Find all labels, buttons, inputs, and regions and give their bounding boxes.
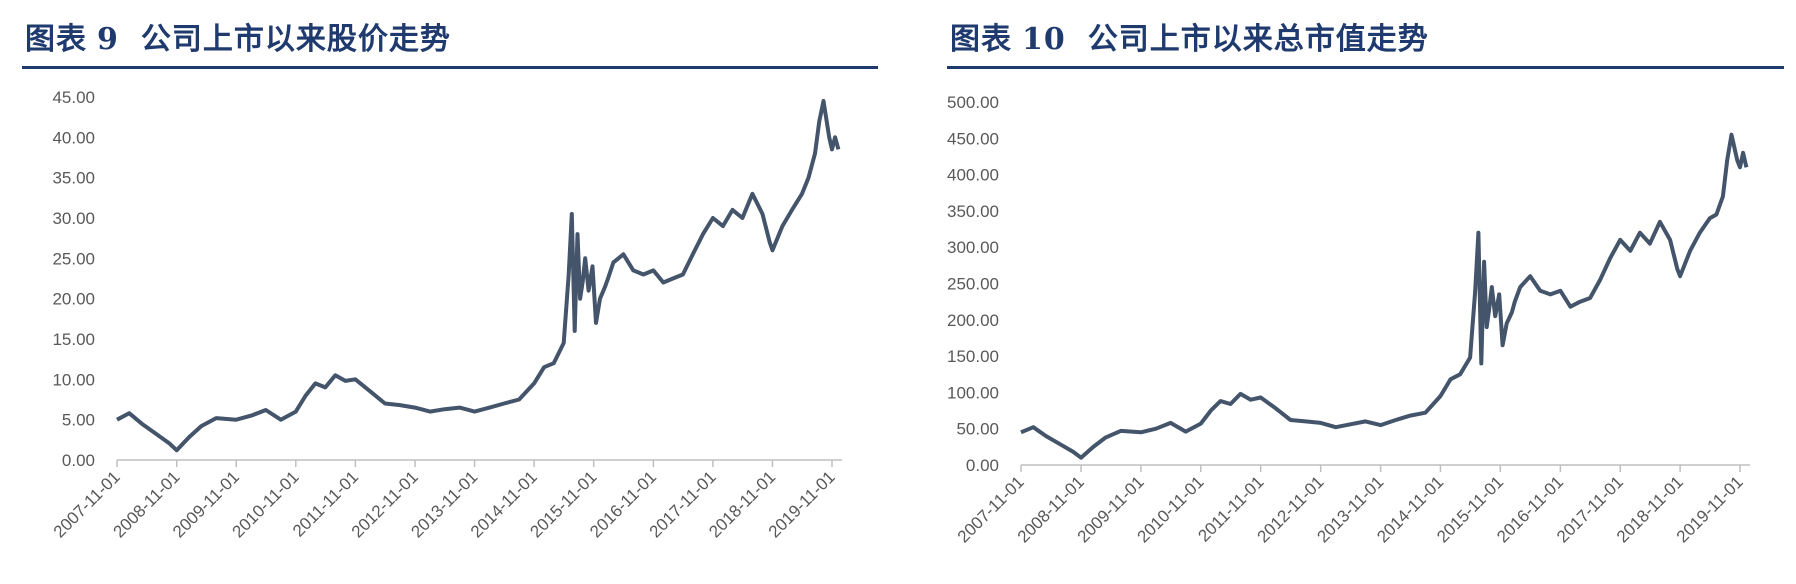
figure-label: 图表 bbox=[950, 22, 1012, 57]
figure-label: 图表 bbox=[25, 22, 87, 57]
title-underline bbox=[22, 66, 878, 69]
market-cap-line-chart: 0.00 50.00 100.00 150.00 200.00 250.00 300.00 3… bbox=[947, 93, 1750, 546]
y-tick-label: 30.00 bbox=[52, 209, 95, 228]
chart-panel-stock-price: 图表 9 公司上市以来股价走势 0.00 5.00 10.00 15.00 20.00 25.… bbox=[0, 0, 890, 584]
y-tick-label: 500.00 bbox=[947, 93, 999, 112]
y-tick-label: 100.00 bbox=[947, 383, 999, 402]
y-tick-label: 0.00 bbox=[966, 456, 999, 475]
y-tick-label: 450.00 bbox=[947, 129, 999, 148]
y-tick-label: 40.00 bbox=[52, 128, 95, 147]
y-tick-label: 350.00 bbox=[947, 202, 999, 221]
y-tick-label: 20.00 bbox=[52, 290, 95, 309]
y-tick-label: 35.00 bbox=[52, 169, 95, 188]
y-tick-label: 25.00 bbox=[52, 249, 95, 268]
y-tick-label: 300.00 bbox=[947, 238, 999, 257]
chart-title: 图表 9 公司上市以来股价走势 bbox=[25, 14, 451, 58]
y-tick-label: 150.00 bbox=[947, 347, 999, 366]
y-tick-label: 250.00 bbox=[947, 275, 999, 294]
y-tick-label: 45.00 bbox=[52, 88, 95, 107]
figure-number: 9 bbox=[97, 22, 119, 57]
chart-title: 图表 10 公司上市以来总市值走势 bbox=[950, 14, 1429, 58]
figure-number: 10 bbox=[1022, 22, 1066, 57]
y-tick-label: 0.00 bbox=[62, 451, 95, 470]
y-tick-label: 15.00 bbox=[52, 330, 95, 349]
series-line bbox=[1020, 132, 1749, 460]
y-tick-label: 10.00 bbox=[52, 370, 95, 389]
figure-title-text: 公司上市以来股价走势 bbox=[140, 22, 451, 57]
figure-title-text: 公司上市以来总市值走势 bbox=[1087, 22, 1429, 57]
series-line bbox=[116, 99, 841, 453]
stock-price-line-chart: 0.00 5.00 10.00 15.00 20.00 25.00 30.00 35.00 40… bbox=[50, 88, 842, 541]
y-tick-label: 50.00 bbox=[956, 420, 999, 439]
y-tick-label: 200.00 bbox=[947, 311, 999, 330]
y-tick-label: 5.00 bbox=[62, 411, 95, 430]
chart-panel-market-cap: 图表 10 公司上市以来总市值走势 0.00 50.00 100.00 150.00 200… bbox=[925, 0, 1796, 584]
title-underline bbox=[947, 66, 1784, 69]
y-tick-label: 400.00 bbox=[947, 166, 999, 185]
